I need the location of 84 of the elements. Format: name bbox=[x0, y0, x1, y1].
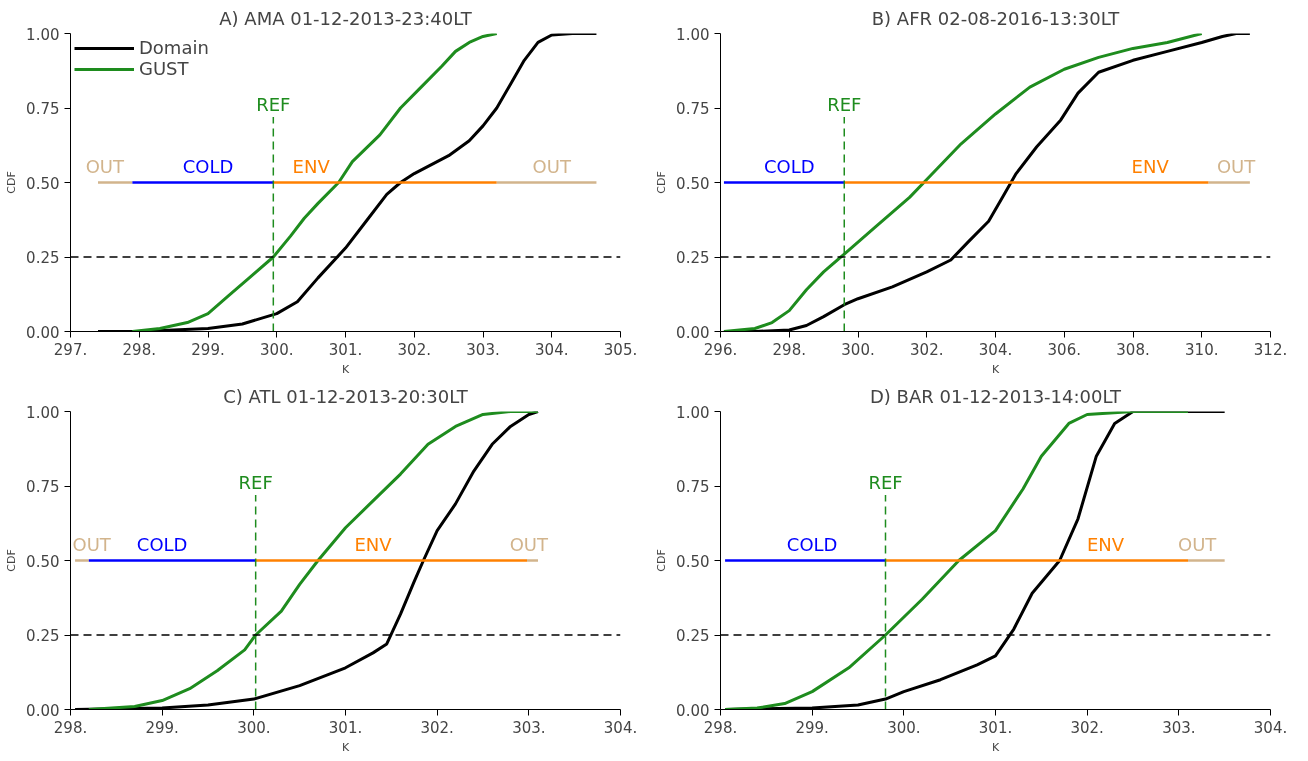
y-axis-title: CDF bbox=[5, 171, 19, 194]
chart-title: B) AFR 02-08-2016-13:30LT bbox=[871, 7, 1121, 29]
annotation: OUT bbox=[72, 533, 112, 555]
annotation: COLD bbox=[136, 533, 188, 555]
x-tick-label: 303. bbox=[512, 718, 546, 737]
y-axis-title: CDF bbox=[655, 549, 669, 572]
x-tick-label: 304. bbox=[978, 340, 1013, 359]
y-tick-label: 0.75 bbox=[26, 478, 60, 496]
x-tick-label: 298. bbox=[703, 718, 738, 737]
x-tick-label: 299. bbox=[795, 718, 829, 737]
x-tick-label: 298. bbox=[53, 718, 88, 737]
y-tick-label: 0.00 bbox=[676, 323, 710, 342]
annotation: ENV bbox=[1086, 533, 1125, 555]
x-tick-label: 301. bbox=[978, 718, 1013, 737]
x-tick-label: 304. bbox=[603, 718, 638, 737]
y-tick-label: 1.00 bbox=[676, 403, 710, 422]
annotation: ENV bbox=[292, 155, 331, 177]
annotation: OUT bbox=[1216, 155, 1257, 177]
x-tick-label: 300. bbox=[237, 718, 271, 737]
x-tick-label: 297. bbox=[53, 340, 88, 359]
x-tick-label: 308. bbox=[1116, 340, 1150, 359]
x-tick-label: 306. bbox=[1047, 340, 1081, 359]
y-tick-label: 0.25 bbox=[26, 627, 60, 645]
chart-title: D) BAR 01-12-2013-14:00LT bbox=[869, 385, 1123, 407]
y-tick-label: 0.50 bbox=[676, 174, 710, 193]
annotation: ENV bbox=[354, 533, 393, 555]
annotation: OUT bbox=[532, 155, 572, 177]
y-axis-title: CDF bbox=[5, 549, 19, 572]
x-tick-label: 300. bbox=[887, 718, 921, 737]
x-tick-label: 299. bbox=[191, 340, 225, 359]
x-tick-label: 312. bbox=[1253, 340, 1288, 359]
x-tick-label: 299. bbox=[145, 718, 179, 737]
x-tick-label: 310. bbox=[1185, 340, 1219, 359]
y-tick-label: 0.50 bbox=[26, 174, 60, 193]
y-axis-title: CDF bbox=[655, 171, 669, 194]
x-tick-label: 302. bbox=[910, 340, 944, 359]
x-tick-label: 300. bbox=[841, 340, 875, 359]
y-tick-label: 0.75 bbox=[676, 100, 710, 118]
x-axis-title: K bbox=[341, 740, 350, 754]
y-tick-label: 0.00 bbox=[26, 701, 60, 720]
x-tick-label: 298. bbox=[772, 340, 806, 359]
annotation: COLD bbox=[182, 155, 234, 177]
y-tick-label: 0.50 bbox=[26, 552, 60, 571]
y-tick-label: 0.25 bbox=[676, 627, 710, 645]
x-tick-label: 302. bbox=[397, 340, 431, 359]
ref-line-label: REF bbox=[238, 471, 273, 493]
x-tick-label: 305. bbox=[603, 340, 638, 359]
y-tick-label: 0.75 bbox=[26, 100, 60, 118]
annotation: OUT bbox=[509, 533, 550, 555]
ref-line-label: REF bbox=[256, 93, 291, 115]
y-tick-label: 0.50 bbox=[676, 552, 710, 571]
legend-label: Domain bbox=[139, 37, 209, 58]
y-tick-label: 0.25 bbox=[676, 249, 710, 267]
y-tick-label: 0.00 bbox=[26, 323, 60, 342]
annotation: COLD bbox=[763, 155, 815, 177]
ref-line-label: REF bbox=[868, 471, 903, 493]
x-tick-label: 301. bbox=[328, 340, 363, 359]
x-tick-label: 302. bbox=[420, 718, 454, 737]
chart-title: C) ATL 01-12-2013-20:30LT bbox=[223, 385, 469, 407]
x-tick-label: 304. bbox=[1253, 718, 1288, 737]
x-tick-label: 303. bbox=[466, 340, 500, 359]
x-tick-label: 300. bbox=[260, 340, 294, 359]
legend-label: GUST bbox=[139, 58, 189, 79]
x-axis-title: K bbox=[991, 362, 1000, 376]
x-tick-label: 301. bbox=[328, 718, 363, 737]
x-tick-label: 303. bbox=[1162, 718, 1196, 737]
x-tick-label: 302. bbox=[1070, 718, 1104, 737]
y-tick-label: 0.25 bbox=[26, 249, 60, 267]
x-axis-title: K bbox=[341, 362, 350, 376]
chart-title: A) AMA 01-12-2013-23:40LT bbox=[219, 7, 473, 29]
annotation: OUT bbox=[85, 155, 126, 177]
x-tick-label: 296. bbox=[703, 340, 738, 359]
annotation: COLD bbox=[786, 533, 838, 555]
y-tick-label: 0.00 bbox=[676, 701, 710, 720]
y-tick-label: 1.00 bbox=[676, 25, 710, 44]
x-tick-label: 298. bbox=[122, 340, 156, 359]
ref-line-label: REF bbox=[827, 93, 862, 115]
y-tick-label: 1.00 bbox=[26, 403, 60, 422]
annotation: ENV bbox=[1131, 155, 1170, 177]
y-tick-label: 1.00 bbox=[26, 25, 60, 44]
x-axis-title: K bbox=[991, 740, 1000, 754]
y-tick-label: 0.75 bbox=[676, 478, 710, 496]
x-tick-label: 304. bbox=[535, 340, 569, 359]
annotation: OUT bbox=[1178, 533, 1218, 555]
